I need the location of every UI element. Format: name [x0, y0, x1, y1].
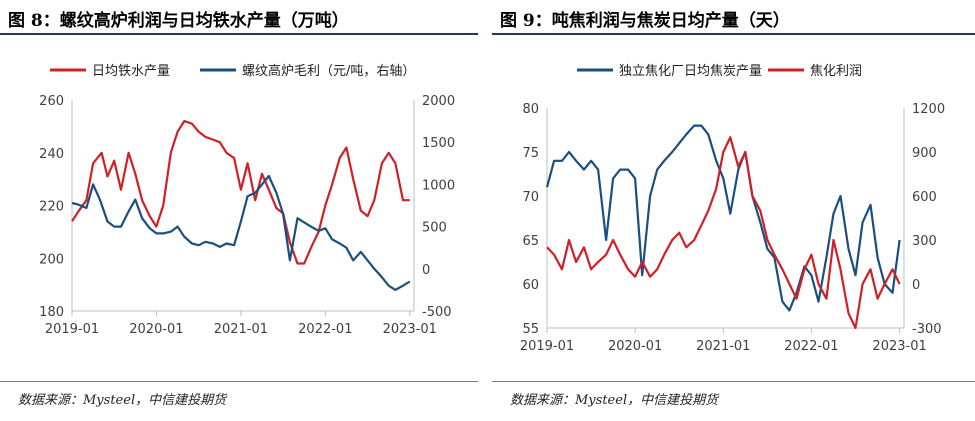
right-y-tick-label: 1500 — [422, 136, 455, 151]
left-y-tick-label: 80 — [522, 102, 539, 117]
right-y-tick-label: 0 — [422, 263, 430, 278]
chart-figure-8: 180 200 220 240 260 -500 0 500 1000 1500 2000 2019-… — [39, 63, 455, 337]
source-rule — [492, 381, 975, 382]
x-tick-label: 2023-01 — [872, 339, 926, 354]
series-line-2 — [546, 136, 901, 330]
legend-label: 日均铁水产量 — [92, 64, 170, 79]
left-y-tick-label: 70 — [522, 190, 539, 205]
left-y-tick-label: 65 — [522, 234, 539, 249]
chart-figure-9: 55 60 65 70 75 80 -300 0 300 600 900 1200 2019-01 202… — [520, 64, 945, 354]
legend-label: 焦化利润 — [810, 64, 862, 79]
right-y-tick-label: 1000 — [422, 178, 455, 193]
legend-label: 螺纹高炉毛利（元/吨，右轴） — [242, 63, 415, 79]
right-y-tick-label: 1200 — [912, 102, 945, 117]
x-tick-label: 2020-01 — [129, 322, 183, 337]
figure-9-source: 数据来源：Mysteel，中信建投期货 — [510, 393, 719, 408]
x-tick-label: 2020-01 — [608, 339, 662, 354]
title-rule — [0, 33, 478, 35]
figure-9-title: 图 9：吨焦利润与焦炭日均产量（天） — [500, 11, 790, 31]
x-tick-label: 2021-01 — [696, 339, 750, 354]
left-panel: 图 8：螺纹高炉利润与日均铁水产量（万吨） 180 200 220 240 260 -50… — [0, 0, 478, 421]
left-y-tick-label: 200 — [39, 252, 64, 267]
left-y-tick-label: 180 — [39, 305, 64, 320]
x-tick-label: 2021-01 — [214, 322, 268, 337]
title-rule — [492, 33, 975, 35]
right-y-tick-label: 600 — [912, 190, 937, 205]
right-panel: 图 9：吨焦利润与焦炭日均产量（天） 55 60 65 70 75 80 -300 0 300 6… — [492, 0, 975, 421]
right-y-tick-label: 500 — [422, 221, 447, 236]
x-tick-label: 2019-01 — [45, 322, 99, 337]
right-y-tick-label: 0 — [912, 278, 920, 293]
legend-label: 独立焦化厂日均焦炭产量 — [619, 64, 762, 79]
series-line-1 — [545, 124, 901, 312]
left-y-tick-label: 55 — [522, 322, 539, 337]
x-tick-label: 2023-01 — [383, 322, 437, 337]
right-y-tick-label: -300 — [912, 322, 942, 337]
x-tick-label: 2019-01 — [520, 339, 574, 354]
figure-8-title: 图 8：螺纹高炉利润与日均铁水产量（万吨） — [8, 11, 349, 31]
series-line-1 — [71, 119, 410, 265]
left-y-tick-label: 220 — [39, 200, 64, 215]
right-y-tick-label: 2000 — [422, 94, 455, 109]
x-tick-label: 2022-01 — [784, 339, 838, 354]
left-y-tick-label: 75 — [522, 146, 539, 161]
x-tick-label: 2022-01 — [298, 322, 352, 337]
series-line-2 — [71, 174, 411, 291]
right-y-tick-label: 300 — [912, 234, 937, 249]
left-y-tick-label: 60 — [522, 278, 539, 293]
left-y-tick-label: 240 — [39, 147, 64, 162]
right-y-tick-label: -500 — [422, 305, 452, 320]
left-y-tick-label: 260 — [39, 94, 64, 109]
source-rule — [0, 381, 478, 382]
right-y-tick-label: 900 — [912, 146, 937, 161]
figure-8-source: 数据来源：Mysteel，中信建投期货 — [18, 393, 227, 408]
